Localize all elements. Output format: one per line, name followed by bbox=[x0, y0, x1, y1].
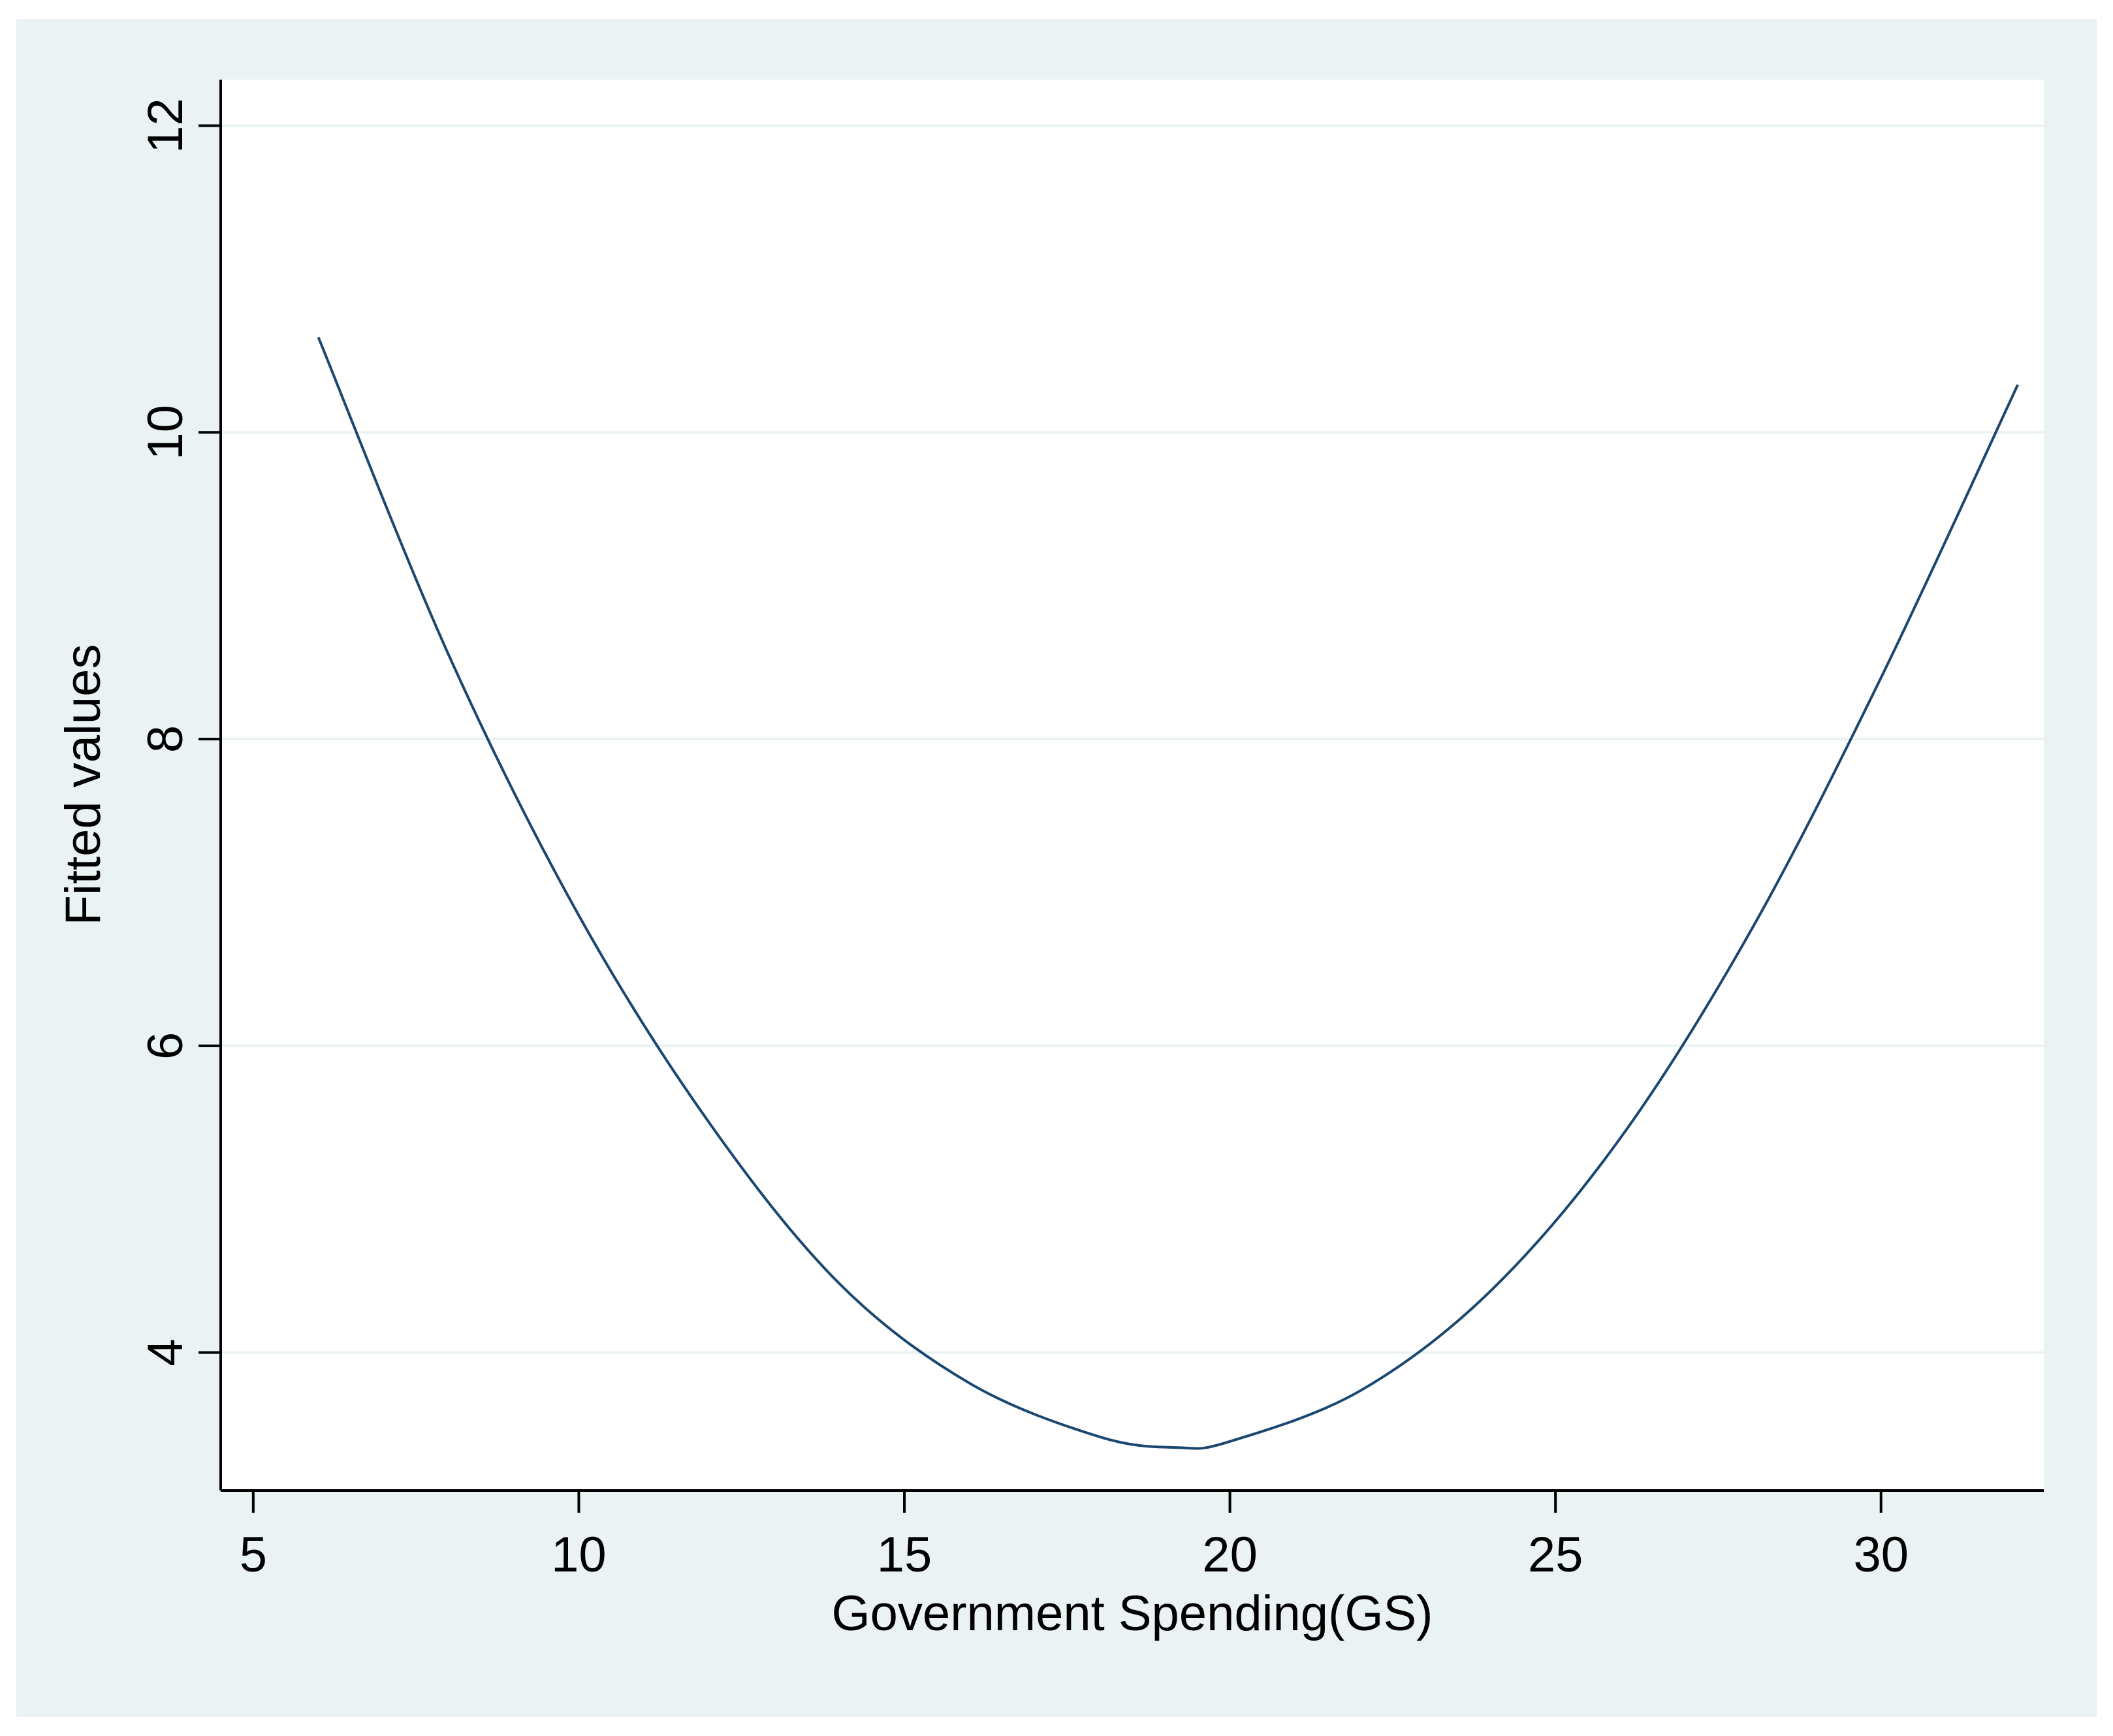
x-tick-label: 25 bbox=[1528, 1527, 1583, 1583]
y-tick-label: 6 bbox=[138, 1032, 193, 1060]
x-tick-label: 20 bbox=[1202, 1527, 1258, 1583]
plot-area bbox=[221, 80, 2044, 1491]
fitted-values-line bbox=[317, 336, 2019, 1450]
y-tick-label: 12 bbox=[138, 98, 193, 153]
x-ticks: 5 10 15 20 25 30 bbox=[240, 1491, 1909, 1583]
chart-frame: 4 6 8 10 12 5 10 15 20 25 30 Government Spending(… bbox=[16, 19, 2097, 1717]
x-axis-title: Government Spending(GS) bbox=[832, 1586, 1433, 1641]
y-tick-label: 8 bbox=[138, 725, 193, 753]
y-tick-label: 4 bbox=[138, 1338, 193, 1366]
gridlines bbox=[221, 124, 2044, 1354]
y-axis-title: Fitted values bbox=[56, 644, 111, 926]
y-ticks: 4 6 8 10 12 bbox=[138, 98, 221, 1366]
series-layer bbox=[317, 336, 2019, 1450]
x-tick-label: 15 bbox=[877, 1527, 932, 1583]
chart-svg: 4 6 8 10 12 5 10 15 20 25 30 Government Spending(… bbox=[56, 80, 2044, 1641]
x-tick-label: 10 bbox=[551, 1527, 607, 1583]
y-tick-label: 10 bbox=[138, 405, 193, 460]
x-tick-label: 5 bbox=[240, 1527, 267, 1583]
x-tick-label: 30 bbox=[1853, 1527, 1909, 1583]
